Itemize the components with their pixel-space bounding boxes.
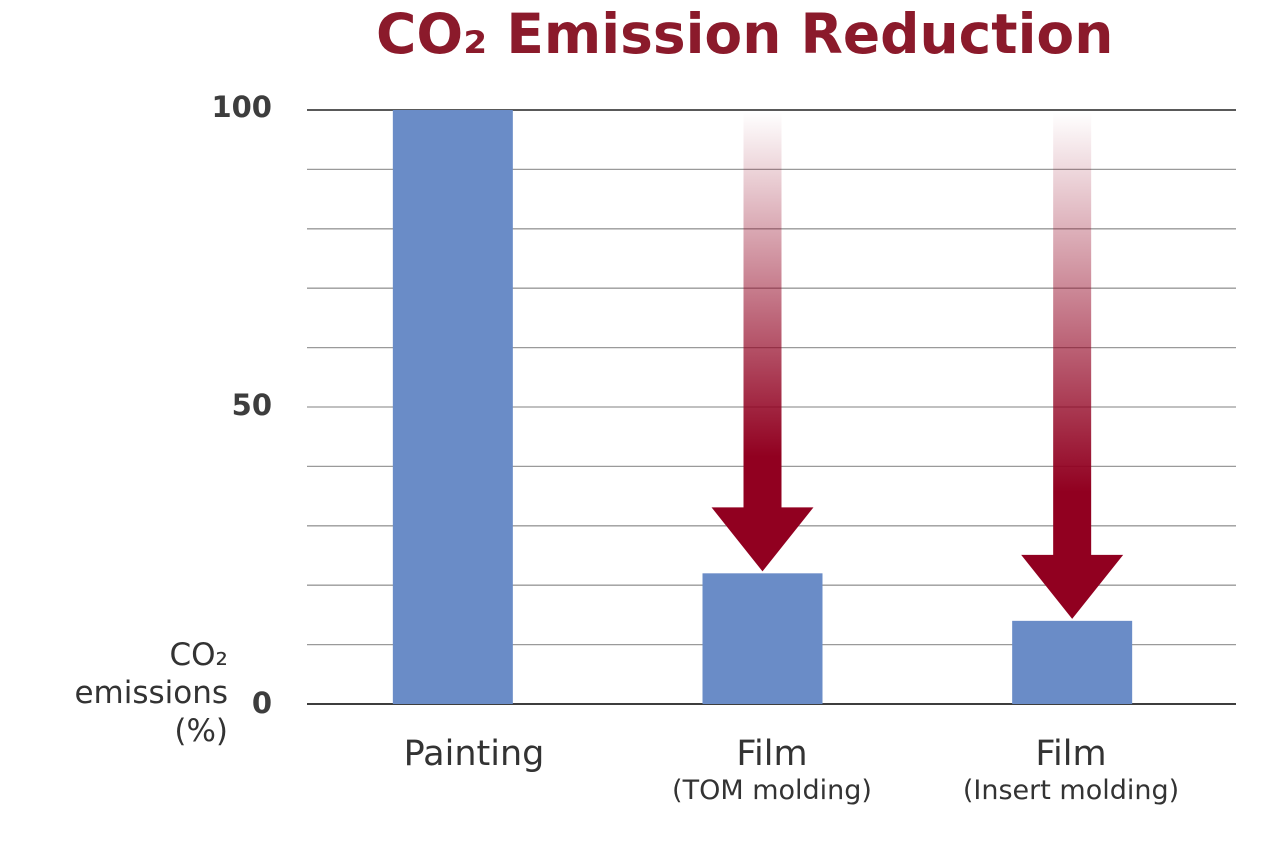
category-label: Film [736, 734, 808, 774]
category-label: Film [1035, 734, 1107, 774]
x-category-label: Film (TOM molding) [622, 734, 922, 808]
category-sublabel: (TOM molding) [672, 775, 872, 806]
y-axis-label-line: CO₂ [169, 637, 228, 673]
y-axis-label: CO₂ emissions (%) [20, 636, 228, 750]
category-label: Painting [403, 734, 545, 774]
reduction-arrow [1021, 112, 1124, 619]
bar [702, 573, 823, 704]
y-tick-label: 0 [251, 686, 272, 720]
bar [392, 110, 513, 704]
y-tick-label: 100 [211, 90, 272, 124]
category-sublabel: (Insert molding) [962, 775, 1180, 806]
reduction-arrow [711, 112, 814, 572]
y-axis-label-line: (%) [174, 713, 228, 749]
chart-title: CO₂ Emission Reduction [376, 2, 1114, 66]
x-category-label: Film (Insert molding) [921, 734, 1221, 808]
bar [1012, 620, 1133, 704]
x-category-label: Painting [324, 734, 624, 774]
y-tick-label: 50 [231, 388, 272, 422]
y-axis-label-line: emissions [74, 675, 228, 711]
